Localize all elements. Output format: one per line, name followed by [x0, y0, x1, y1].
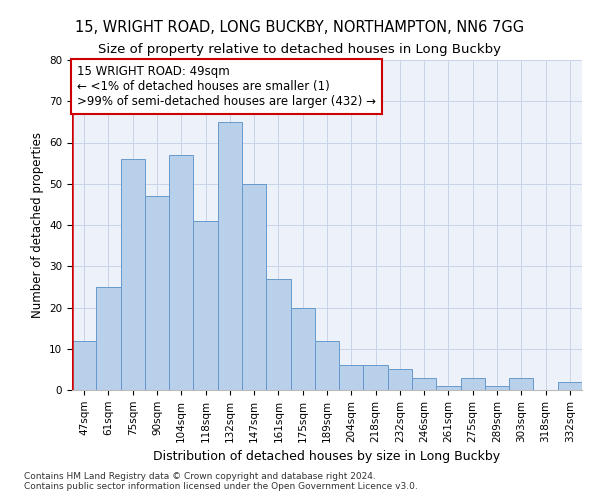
Bar [169, 155, 193, 390]
Bar [145, 196, 169, 390]
X-axis label: Distribution of detached houses by size in Long Buckby: Distribution of detached houses by size … [154, 450, 500, 463]
Bar [218, 122, 242, 390]
Bar [436, 386, 461, 390]
Y-axis label: Number of detached properties: Number of detached properties [31, 132, 44, 318]
Bar [364, 365, 388, 390]
Text: Size of property relative to detached houses in Long Buckby: Size of property relative to detached ho… [98, 42, 502, 56]
Bar [315, 340, 339, 390]
Bar [509, 378, 533, 390]
Bar [412, 378, 436, 390]
Text: Contains HM Land Registry data © Crown copyright and database right 2024.: Contains HM Land Registry data © Crown c… [24, 472, 376, 481]
Bar [290, 308, 315, 390]
Bar [485, 386, 509, 390]
Bar [558, 382, 582, 390]
Text: 15 WRIGHT ROAD: 49sqm
← <1% of detached houses are smaller (1)
>99% of semi-deta: 15 WRIGHT ROAD: 49sqm ← <1% of detached … [77, 65, 376, 108]
Bar [193, 221, 218, 390]
Bar [388, 370, 412, 390]
Bar [72, 340, 96, 390]
Bar [242, 184, 266, 390]
Bar [96, 287, 121, 390]
Bar [339, 365, 364, 390]
Bar [121, 159, 145, 390]
Bar [266, 278, 290, 390]
Bar [461, 378, 485, 390]
Text: Contains public sector information licensed under the Open Government Licence v3: Contains public sector information licen… [24, 482, 418, 491]
Text: 15, WRIGHT ROAD, LONG BUCKBY, NORTHAMPTON, NN6 7GG: 15, WRIGHT ROAD, LONG BUCKBY, NORTHAMPTO… [76, 20, 524, 35]
